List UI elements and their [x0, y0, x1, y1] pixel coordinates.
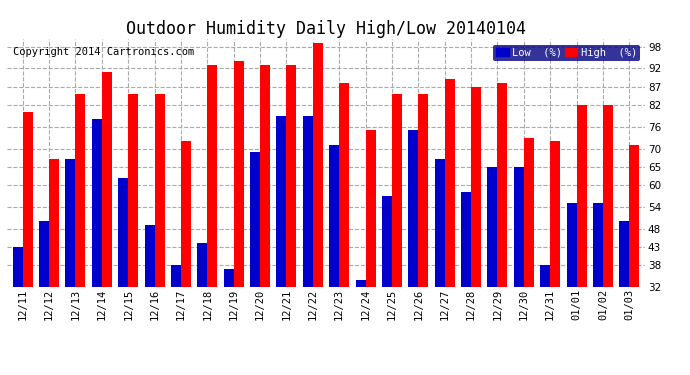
- Bar: [339, 83, 349, 287]
- Bar: [497, 83, 507, 287]
- Bar: [566, 203, 577, 287]
- Bar: [329, 145, 339, 287]
- Bar: [92, 120, 102, 287]
- Bar: [118, 178, 128, 287]
- Bar: [355, 280, 366, 287]
- Bar: [366, 130, 375, 287]
- Bar: [593, 203, 603, 287]
- Text: Copyright 2014 Cartronics.com: Copyright 2014 Cartronics.com: [13, 47, 195, 57]
- Bar: [277, 116, 286, 287]
- Bar: [207, 65, 217, 287]
- Legend: Low  (%), High  (%): Low (%), High (%): [493, 45, 640, 61]
- Bar: [629, 145, 640, 287]
- Bar: [171, 265, 181, 287]
- Bar: [234, 61, 244, 287]
- Bar: [435, 159, 445, 287]
- Bar: [181, 141, 191, 287]
- Bar: [303, 116, 313, 287]
- Bar: [313, 43, 323, 287]
- Bar: [550, 141, 560, 287]
- Bar: [102, 72, 112, 287]
- Bar: [487, 167, 497, 287]
- Bar: [23, 112, 32, 287]
- Bar: [49, 159, 59, 287]
- Bar: [250, 152, 260, 287]
- Bar: [471, 87, 481, 287]
- Bar: [224, 268, 234, 287]
- Bar: [461, 192, 471, 287]
- Bar: [577, 105, 586, 287]
- Bar: [620, 221, 629, 287]
- Bar: [445, 80, 455, 287]
- Bar: [540, 265, 550, 287]
- Bar: [286, 65, 297, 287]
- Bar: [66, 159, 75, 287]
- Bar: [75, 94, 86, 287]
- Bar: [382, 196, 392, 287]
- Bar: [260, 65, 270, 287]
- Bar: [39, 221, 49, 287]
- Title: Outdoor Humidity Daily High/Low 20140104: Outdoor Humidity Daily High/Low 20140104: [126, 20, 526, 38]
- Bar: [392, 94, 402, 287]
- Bar: [145, 225, 155, 287]
- Bar: [603, 105, 613, 287]
- Bar: [418, 94, 428, 287]
- Bar: [12, 247, 23, 287]
- Bar: [524, 138, 534, 287]
- Bar: [514, 167, 524, 287]
- Bar: [155, 94, 165, 287]
- Bar: [128, 94, 138, 287]
- Bar: [408, 130, 418, 287]
- Bar: [197, 243, 207, 287]
